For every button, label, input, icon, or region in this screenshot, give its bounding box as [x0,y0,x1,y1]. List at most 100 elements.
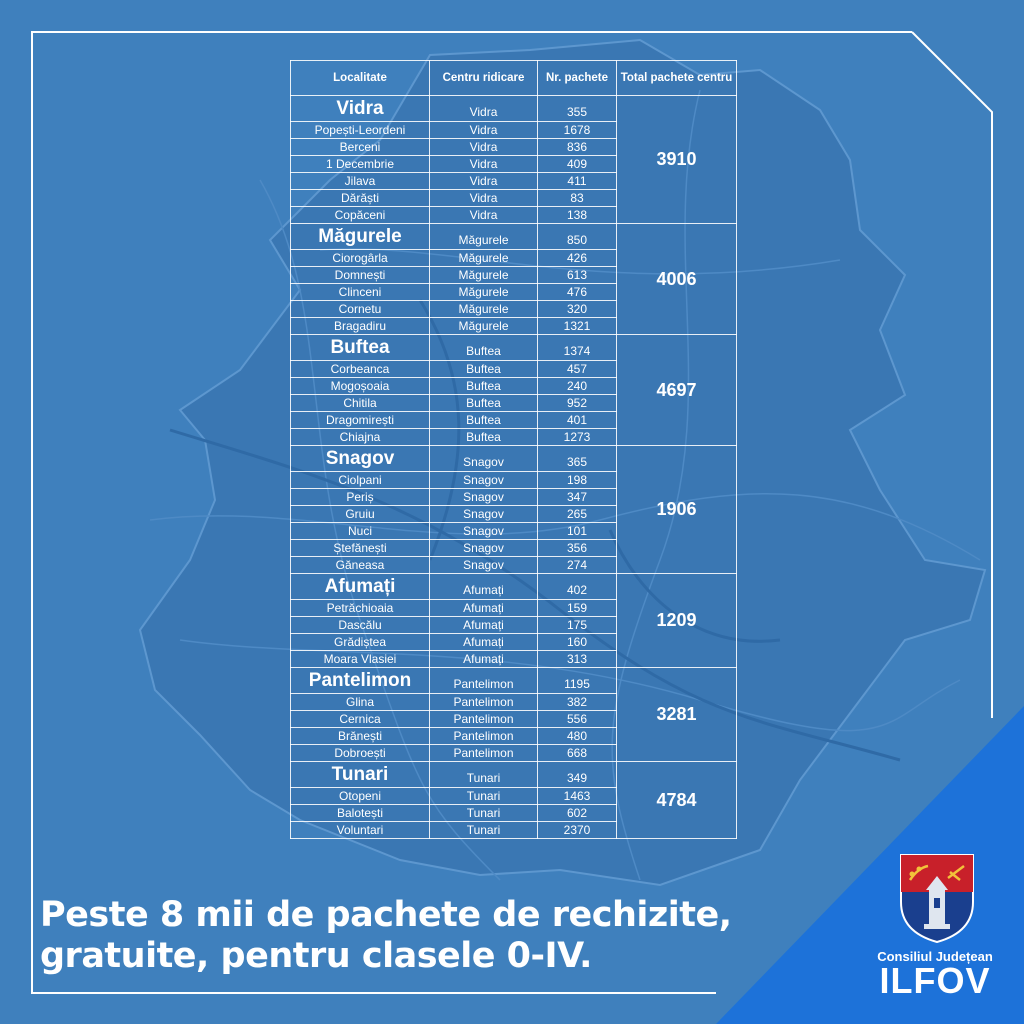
cell-localitate: Buftea [290,334,430,361]
cell-centru: Tunari [429,804,538,822]
group-magurele: Măgurele Măgurele 850 4006 Ciorogârla Măg… [290,223,737,335]
table-row: Otopeni Tunari 1463 [290,787,737,805]
cell-pachete: 850 [537,223,617,250]
cell-pachete: 1374 [537,334,617,361]
table-row: Corbeanca Buftea 457 [290,360,737,378]
cell-pachete: 83 [537,189,617,207]
table-row: Voluntari Tunari 2370 [290,821,737,839]
cell-pachete: 101 [537,522,617,540]
cell-pachete: 138 [537,206,617,224]
cell-pachete: 175 [537,616,617,634]
cell-pachete: 602 [537,804,617,822]
cell-centru: Vidra [429,189,538,207]
cell-pachete: 160 [537,633,617,651]
cell-pachete: 457 [537,360,617,378]
cell-centru: Pantelimon [429,727,538,745]
cell-pachete: 274 [537,556,617,574]
headline-line-2: gratuite, pentru clasele 0-IV. [40,936,592,976]
cell-localitate: Voluntari [290,821,430,839]
cell-localitate: Ștefănești [290,539,430,557]
cell-centru: Afumați [429,616,538,634]
cell-localitate: Dărăști [290,189,430,207]
cell-centru: Vidra [429,206,538,224]
header-centru: Centru ridicare [429,60,538,96]
cell-localitate: Bragadiru [290,317,430,335]
table-row: Afumați Afumați 402 1209 [290,573,737,668]
cell-pachete: 411 [537,172,617,190]
cell-centru: Afumați [429,633,538,651]
cell-centru: Snagov [429,505,538,523]
cell-centru: Măgurele [429,317,538,335]
group-afumati: Afumați Afumați 402 1209 Petrăchioaia Afu… [290,573,737,668]
cell-pachete: 1321 [537,317,617,335]
table-row: Măgurele Măgurele 850 4006 [290,223,737,335]
cell-pachete: 356 [537,539,617,557]
cell-centru: Vidra [429,155,538,173]
cell-localitate: Cernica [290,710,430,728]
cell-pachete: 349 [537,761,617,788]
cell-centru: Snagov [429,445,538,472]
cell-localitate: Afumați [290,573,430,600]
cell-pachete: 313 [537,650,617,668]
group-buftea: Buftea Buftea 1374 4697 Corbeanca Buftea 4… [290,334,737,446]
cell-pachete: 355 [537,95,617,122]
cell-pachete: 668 [537,744,617,762]
cell-localitate: Gruiu [290,505,430,523]
table-row: Ciorogârla Măgurele 426 [290,249,737,267]
cell-localitate: Tunari [290,761,430,788]
table-row: Berceni Vidra 836 [290,138,737,156]
cell-localitate: Dascălu [290,616,430,634]
header-pachete: Nr. pachete [537,60,617,96]
cell-pachete: 198 [537,471,617,489]
cell-localitate: Mogoșoaia [290,377,430,395]
organization-name-small: Consiliul Județean [877,949,993,964]
table-row: Domnești Măgurele 613 [290,266,737,284]
cell-localitate: Pantelimon [290,667,430,694]
cell-pachete: 836 [537,138,617,156]
headline: Peste 8 mii de pachete de rechizite, gra… [40,895,732,977]
cell-pachete: 265 [537,505,617,523]
cell-centru: Măgurele [429,249,538,267]
cell-pachete: 401 [537,411,617,429]
cell-total: 3281 [616,667,737,762]
cell-localitate: Copăceni [290,206,430,224]
cell-centru: Buftea [429,360,538,378]
cell-pachete: 240 [537,377,617,395]
cell-centru: Tunari [429,787,538,805]
cell-centru: Măgurele [429,266,538,284]
cell-localitate: Corbeanca [290,360,430,378]
cell-localitate: Periș [290,488,430,506]
cell-pachete: 426 [537,249,617,267]
cell-localitate: Moara Vlasiei [290,650,430,668]
table-row: Popești-Leordeni Vidra 1678 [290,121,737,139]
cell-localitate: Dragomirești [290,411,430,429]
cell-centru: Snagov [429,556,538,574]
cell-localitate: Petrăchioaia [290,599,430,617]
cell-centru: Măgurele [429,283,538,301]
cell-localitate: Vidra [290,95,430,122]
cell-total: 1209 [616,573,737,668]
table-row: Ștefănești Snagov 356 [290,539,737,557]
cell-pachete: 1195 [537,667,617,694]
cell-localitate: Popești-Leordeni [290,121,430,139]
cell-localitate: Ciorogârla [290,249,430,267]
cell-centru: Snagov [429,488,538,506]
county-coat-of-arms-icon [900,854,974,944]
cell-localitate: Chiajna [290,428,430,446]
table-row: Dărăști Vidra 83 [290,189,737,207]
cell-localitate: 1 Decembrie [290,155,430,173]
cell-pachete: 480 [537,727,617,745]
table-row: Jilava Vidra 411 [290,172,737,190]
cell-centru: Afumați [429,573,538,600]
cell-localitate: Grădiștea [290,633,430,651]
group-tunari: Tunari Tunari 349 4784 Otopeni Tunari 1463… [290,761,737,839]
cell-total: 1906 [616,445,737,574]
cell-pachete: 476 [537,283,617,301]
cell-total: 4006 [616,223,737,335]
cell-localitate: Berceni [290,138,430,156]
cell-pachete: 2370 [537,821,617,839]
cell-localitate: Brănești [290,727,430,745]
cell-pachete: 952 [537,394,617,412]
cell-centru: Buftea [429,428,538,446]
cell-localitate: Dobroești [290,744,430,762]
